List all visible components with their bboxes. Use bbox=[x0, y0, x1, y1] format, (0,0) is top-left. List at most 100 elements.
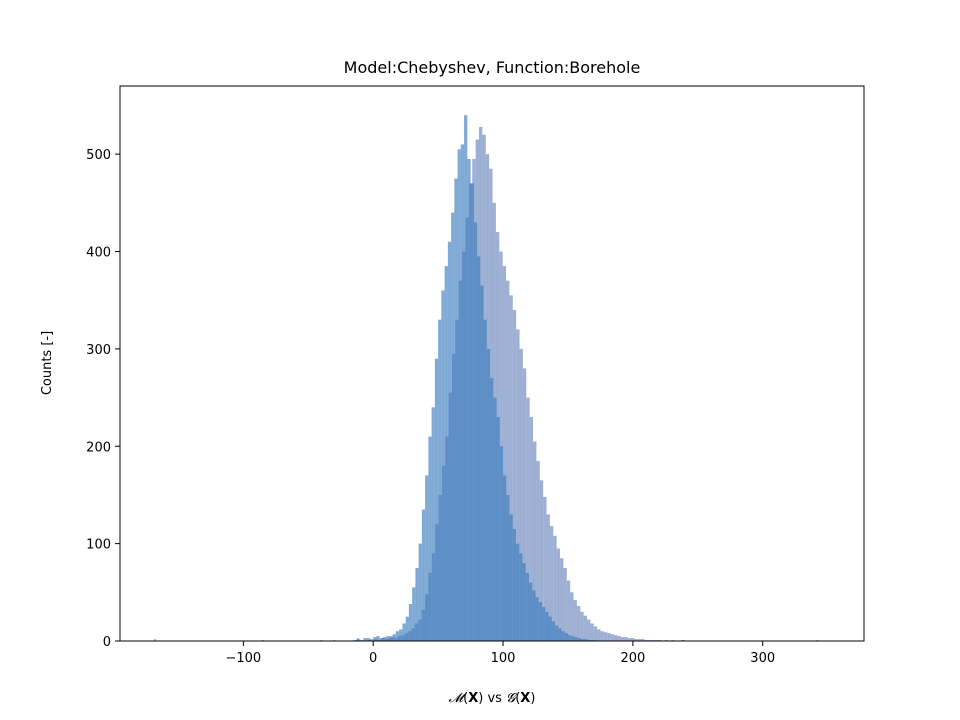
xlabel-g-symbol: 𝓖 bbox=[506, 691, 518, 706]
y-tick-label: 200 bbox=[86, 440, 111, 455]
hist-bar-s2-42 bbox=[490, 378, 494, 641]
xlabel-paren-open-1: ( bbox=[463, 691, 468, 706]
x-tick-label: 200 bbox=[620, 651, 645, 666]
bars-group bbox=[154, 115, 819, 642]
hist-bar-s1-70 bbox=[603, 632, 608, 641]
y-tick-label: 100 bbox=[86, 538, 111, 553]
hist-bar-s2-9 bbox=[382, 637, 387, 641]
hist-bar-s1-44 bbox=[516, 329, 520, 641]
hist-bar-s1-65 bbox=[587, 619, 591, 641]
hist-bar-s2-43 bbox=[493, 397, 497, 641]
xlabel-paren-close-1: ) bbox=[478, 691, 483, 706]
hist-bar-s2-39 bbox=[480, 285, 484, 641]
hist-bar-s2-8 bbox=[379, 638, 383, 641]
hist-bar-s2-49 bbox=[512, 529, 517, 641]
y-tick-label: 500 bbox=[86, 148, 111, 163]
hist-bar-s1-42 bbox=[509, 295, 513, 641]
hist-bar-s2-18 bbox=[412, 587, 416, 641]
hist-bar-s2-40 bbox=[483, 319, 487, 641]
hist-bar-s1-59 bbox=[566, 580, 571, 641]
hist-bar-s2-11 bbox=[389, 636, 393, 641]
hist-bar-s1-74 bbox=[617, 636, 621, 641]
y-tick-label: 400 bbox=[86, 246, 111, 261]
hist-bar-s2-69 bbox=[577, 638, 581, 641]
hist-bar-s2-62 bbox=[554, 625, 559, 641]
hist-bar-s1-47 bbox=[526, 397, 530, 641]
hist-bar-s2-29 bbox=[447, 241, 452, 642]
hist-bar-s2-32 bbox=[457, 149, 461, 642]
xlabel-paren-open-2: ( bbox=[515, 691, 520, 706]
y-tick-label: 0 bbox=[103, 635, 111, 650]
hist-bar-s1-72 bbox=[610, 634, 615, 641]
hist-bar-s2-25 bbox=[434, 358, 439, 641]
hist-bar-s1-66 bbox=[590, 623, 594, 641]
hist-bar-s1-68 bbox=[597, 629, 601, 641]
hist-bar-s2-15 bbox=[402, 623, 406, 641]
x-tick-label: 0 bbox=[369, 651, 377, 666]
hist-bar-s2-20 bbox=[418, 543, 422, 641]
xlabel-var-1: X bbox=[468, 691, 478, 706]
hist-bar-s2-60 bbox=[548, 616, 552, 641]
hist-bar-s2-5 bbox=[369, 639, 374, 641]
hist-bar-s2-44 bbox=[496, 417, 500, 641]
outlier-bar-4 bbox=[356, 638, 359, 641]
hist-bar-s1-45 bbox=[519, 348, 523, 641]
hist-bar-s1-73 bbox=[614, 635, 618, 641]
hist-bar-s1-54 bbox=[549, 526, 554, 641]
hist-bar-s2-36 bbox=[470, 183, 474, 641]
hist-bar-s1-64 bbox=[583, 615, 588, 641]
hist-bar-s1-79 bbox=[634, 639, 638, 641]
hist-bar-s2-28 bbox=[444, 266, 448, 641]
hist-bar-s2-31 bbox=[454, 178, 458, 641]
hist-bar-s2-14 bbox=[399, 629, 403, 641]
hist-bar-s2-71 bbox=[584, 639, 588, 641]
hist-bar-s1-40 bbox=[502, 266, 507, 641]
hist-bar-s2-51 bbox=[519, 553, 523, 641]
hist-bar-s2-53 bbox=[525, 572, 530, 641]
xlabel-var-2: X bbox=[520, 691, 530, 706]
hist-bar-s2-17 bbox=[408, 604, 413, 641]
hist-bar-s2-16 bbox=[405, 616, 409, 641]
hist-bar-s1-57 bbox=[560, 558, 564, 641]
hist-bar-s1-50 bbox=[536, 460, 540, 641]
hist-bar-s1-49 bbox=[533, 441, 537, 641]
hist-bar-s2-30 bbox=[451, 212, 455, 641]
hist-bar-s2-33 bbox=[460, 144, 465, 642]
xlabel-vs: vs bbox=[483, 691, 506, 706]
hist-bar-s1-48 bbox=[529, 417, 534, 641]
hist-bar-s2-57 bbox=[538, 602, 542, 641]
hist-bar-s2-59 bbox=[545, 611, 549, 641]
hist-bar-s2-45 bbox=[499, 446, 504, 641]
hist-bar-s1-52 bbox=[543, 496, 547, 641]
hist-bar-s1-56 bbox=[556, 548, 561, 641]
hist-bar-s2-65 bbox=[564, 633, 568, 641]
hist-bar-s2-4 bbox=[366, 638, 370, 641]
hist-bar-s2-6 bbox=[373, 637, 377, 641]
plot-frame bbox=[119, 85, 865, 642]
hist-bar-s2-7 bbox=[376, 636, 380, 641]
hist-bar-s2-26 bbox=[438, 319, 442, 641]
hist-bar-s2-67 bbox=[571, 636, 575, 641]
chart-title: Model:Chebyshev, Function:Borehole bbox=[344, 58, 641, 77]
hist-bar-s2-13 bbox=[395, 631, 400, 641]
hist-bar-s1-71 bbox=[607, 633, 611, 641]
hist-bar-s1-41 bbox=[506, 280, 510, 641]
hist-bar-s2-41 bbox=[486, 348, 491, 641]
hist-bar-s1-55 bbox=[553, 535, 557, 641]
hist-bar-s1-63 bbox=[580, 611, 584, 641]
y-axis-label: Counts [-] bbox=[40, 331, 55, 395]
xlabel-m-symbol: 𝓜 bbox=[449, 691, 468, 706]
hist-bar-s2-23 bbox=[428, 436, 432, 641]
hist-bar-s1-53 bbox=[546, 514, 550, 641]
x-axis-label: 𝓜(X) vs 𝓖(X) bbox=[449, 691, 536, 706]
xlabel-paren-close-2: ) bbox=[530, 691, 535, 706]
hist-bar-s2-64 bbox=[561, 631, 565, 641]
x-tick-label: 300 bbox=[750, 651, 775, 666]
hist-bar-s1-58 bbox=[563, 567, 567, 641]
hist-bar-s1-81 bbox=[641, 639, 645, 641]
hist-bar-s1-67 bbox=[593, 626, 598, 641]
hist-bar-s1-51 bbox=[539, 480, 544, 641]
hist-bar-s2-24 bbox=[431, 407, 435, 641]
hist-bar-s1-75 bbox=[620, 637, 625, 641]
outlier-bar-0 bbox=[154, 639, 157, 641]
